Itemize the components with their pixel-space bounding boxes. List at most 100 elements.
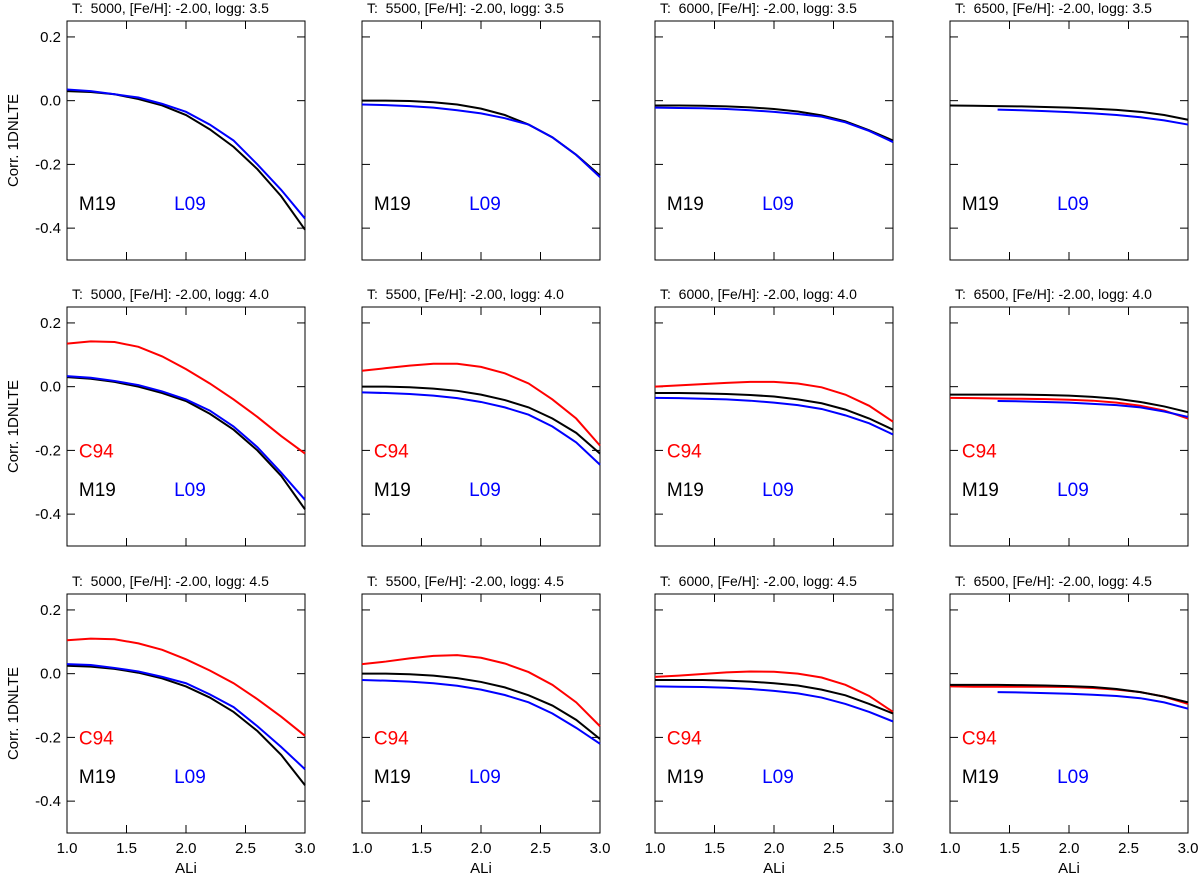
x-tick-label: 3.0 [590, 840, 611, 857]
x-tick-label: 2.0 [176, 840, 197, 857]
x-tick-label: 2.0 [764, 840, 785, 857]
panel-title: T: 6500, [Fe/H]: -2.00, logg: 3.5 [955, 0, 1152, 16]
series-line [654, 380, 894, 423]
legend-label: M19 [962, 767, 999, 788]
legend-label: L09 [469, 767, 501, 788]
x-tick-label: 1.5 [411, 840, 432, 857]
legend-label: L09 [174, 480, 206, 501]
plot-frame [654, 306, 894, 547]
y-tick-label: 0.2 [40, 602, 61, 619]
plot-frame [949, 306, 1189, 547]
y-tick-label: -0.4 [35, 506, 61, 523]
series-line [66, 340, 306, 455]
panel-title: T: 6500, [Fe/H]: -2.00, logg: 4.0 [955, 286, 1152, 302]
series-line [950, 683, 1189, 704]
legend-label: L09 [1057, 194, 1089, 215]
x-axis-label: ALi [763, 860, 785, 877]
legend-label: M19 [667, 480, 704, 501]
series-line [655, 104, 894, 142]
x-axis-label: ALi [1058, 860, 1080, 877]
panel-title: T: 5500, [Fe/H]: -2.00, logg: 4.0 [367, 286, 564, 302]
x-tick-label: 3.0 [295, 840, 316, 857]
plot-frame [66, 20, 306, 261]
plot-frame [949, 593, 1189, 834]
x-tick-label: 1.5 [116, 840, 137, 857]
panel-title: T: 6000, [Fe/H]: -2.00, logg: 4.5 [660, 573, 857, 589]
series-line [66, 637, 306, 737]
panel-title: T: 5000, [Fe/H]: -2.00, logg: 3.5 [72, 0, 269, 16]
legend-label: L09 [174, 194, 206, 215]
x-tick-label: 1.0 [57, 840, 78, 857]
y-tick-label: 0.2 [40, 29, 61, 46]
y-axis-label: Corr. 1DNLTE [5, 94, 22, 187]
panel-title: T: 6000, [Fe/H]: -2.00, logg: 3.5 [660, 0, 857, 16]
y-axis-label: Corr. 1DNLTE [5, 667, 22, 760]
legend-label: C94 [79, 729, 114, 750]
series-line [997, 400, 1189, 418]
panel-title: T: 6000, [Fe/H]: -2.00, logg: 4.0 [660, 286, 857, 302]
y-tick-label: -0.2 [35, 729, 61, 746]
plot-frame [66, 593, 306, 834]
series-line [654, 670, 894, 713]
legend-label: L09 [1057, 767, 1089, 788]
y-tick-label: 0.2 [40, 315, 61, 332]
series-line [654, 106, 894, 143]
legend-label: C94 [962, 729, 997, 750]
legend-label: M19 [962, 480, 999, 501]
y-tick-label: 0.0 [40, 379, 61, 396]
panel-title: T: 6500, [Fe/H]: -2.00, logg: 4.5 [955, 573, 1152, 589]
legend-label: M19 [374, 480, 411, 501]
series-line [654, 396, 894, 436]
legend-label: C94 [667, 442, 702, 463]
plot-frame [654, 593, 894, 834]
legend-label: L09 [1057, 480, 1089, 501]
x-tick-label: 3.0 [883, 840, 904, 857]
legend-label: L09 [469, 480, 501, 501]
panel-title: T: 5500, [Fe/H]: -2.00, logg: 3.5 [367, 0, 564, 16]
legend-label: C94 [374, 442, 409, 463]
legend-label: C94 [667, 729, 702, 750]
series-line [361, 103, 601, 178]
x-tick-label: 1.0 [645, 840, 666, 857]
x-tick-label: 1.5 [704, 840, 725, 857]
series-line [66, 375, 306, 501]
series-line [362, 385, 601, 455]
series-line [66, 664, 306, 786]
series-line [361, 679, 601, 745]
x-tick-label: 2.5 [530, 840, 551, 857]
legend-label: M19 [79, 480, 116, 501]
x-tick-label: 2.5 [1118, 840, 1139, 857]
legend-label: M19 [667, 194, 704, 215]
legend-label: L09 [762, 480, 794, 501]
y-tick-label: 0.0 [40, 666, 61, 683]
legend-label: M19 [374, 767, 411, 788]
y-tick-label: 0.0 [40, 93, 61, 110]
legend-label: C94 [374, 729, 409, 750]
series-line [997, 108, 1189, 126]
x-tick-label: 1.5 [999, 840, 1020, 857]
series-line [655, 392, 894, 431]
series-line [949, 104, 1189, 121]
series-line [361, 391, 601, 466]
series-line [66, 88, 306, 220]
x-tick-label: 2.0 [1059, 840, 1080, 857]
series-line [361, 654, 601, 727]
legend-label: M19 [79, 194, 116, 215]
legend-label: M19 [79, 767, 116, 788]
legend-label: M19 [374, 194, 411, 215]
series-line [361, 362, 601, 447]
x-axis-label: ALi [470, 860, 492, 877]
series-line [949, 396, 1189, 420]
x-tick-label: 2.5 [235, 840, 256, 857]
legend-label: L09 [762, 194, 794, 215]
legend-label: L09 [174, 767, 206, 788]
y-tick-label: -0.4 [35, 793, 61, 810]
y-axis-label: Corr. 1DNLTE [5, 380, 22, 473]
plot-frame [654, 20, 894, 261]
series-line [655, 679, 894, 715]
y-tick-label: -0.2 [35, 156, 61, 173]
plot-frame [361, 20, 601, 261]
y-tick-label: -0.2 [35, 442, 61, 459]
legend-label: L09 [469, 194, 501, 215]
